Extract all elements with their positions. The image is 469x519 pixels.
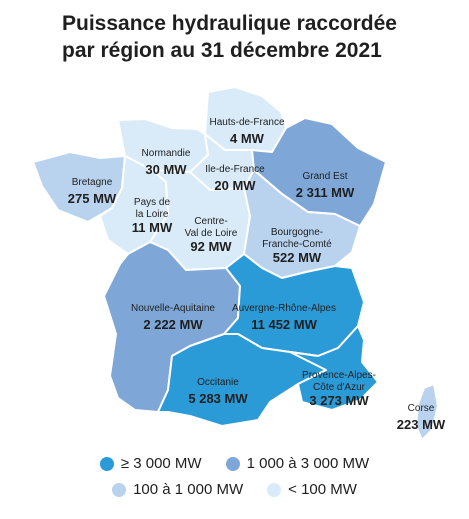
region-occitanie [157,333,327,427]
legend-swatch [112,482,127,497]
region-value-grand-est: 2 311 MW [296,185,355,200]
region-value-hauts-de-france: 4 MW [230,131,265,146]
map-title-line-1: Puissance hydraulique raccordée [62,12,397,35]
region-corse [415,383,439,441]
map-legend: ≥ 3 000 MW 1 000 à 3 000 MW 100 à 1 000 … [0,455,469,507]
region-shapes [32,86,439,441]
legend-swatch [99,456,114,471]
region-provence-alpes-cote-d-azur [289,325,379,411]
legend-swatch [267,482,282,497]
region-value-pays-de-la-loire: 11 MW [132,220,173,235]
region-name-hauts-de-france: Hauts-de-France [209,117,284,128]
region-name-bretagne: Bretagne [72,177,113,188]
region-name-centre-val-de-loire: Val de Loire [185,228,238,239]
region-name-pays-de-la-loire: Pays de [134,197,171,208]
region-name-provence-alpes-cote-d-azur: Provence-Alpes- [302,370,376,381]
region-name-centre-val-de-loire: Centre- [194,216,227,227]
region-value-corse: 223 MW [397,417,446,432]
region-name-nouvelle-aquitaine: Nouvelle-Aquitaine [131,303,215,314]
region-name-corse: Corse [408,403,435,414]
region-name-ile-de-france: Ile-de-France [205,164,265,175]
region-name-pays-de-la-loire: la Loire [136,209,169,220]
legend-item: ≥ 3 000 MW [99,455,202,472]
region-name-bourgogne-franche-comte: Bourgogne- [271,227,323,238]
region-value-bourgogne-franche-comte: 522 MW [273,250,322,265]
region-value-occitanie: 5 283 MW [188,391,248,406]
legend-swatch [225,456,240,471]
region-name-bourgogne-franche-comte: Franche-Comté [262,239,332,250]
region-value-provence-alpes-cote-d-azur: 3 273 MW [309,393,369,408]
region-name-auvergne-rhone-alpes: Auvergne-Rhône-Alpes [232,303,336,314]
region-value-centre-val-de-loire: 92 MW [190,239,232,254]
region-value-nouvelle-aquitaine: 2 222 MW [143,317,203,332]
map-title: Puissance hydraulique raccordée par régi… [62,10,462,64]
legend-item: < 100 MW [267,481,357,498]
legend-item: 100 à 1 000 MW [112,481,243,498]
region-name-normandie: Normandie [142,148,191,159]
legend-item: 1 000 à 3 000 MW [225,455,370,472]
region-name-occitanie: Occitanie [197,377,239,388]
region-value-ile-de-france: 20 MW [214,178,256,193]
legend-label: < 100 MW [288,481,357,498]
region-value-normandie: 30 MW [145,162,187,177]
region-name-provence-alpes-cote-d-azur: Côte d'Azur [313,382,366,393]
map-title-line-2: par région au 31 décembre 2021 [62,39,382,62]
region-value-auvergne-rhone-alpes: 11 452 MW [251,317,317,332]
region-name-grand-est: Grand Est [302,171,347,182]
legend-label: 1 000 à 3 000 MW [246,455,370,472]
legend-row-1: ≥ 3 000 MW 1 000 à 3 000 MW [0,455,469,472]
legend-label: 100 à 1 000 MW [133,481,244,498]
legend-label: ≥ 3 000 MW [120,455,202,472]
region-value-bretagne: 275 MW [68,191,117,206]
region-labels: Hauts-de-France 4 MW Normandie 30 MW Ile-de-… [68,117,446,432]
legend-row-2: 100 à 1 000 MW < 100 MW [0,481,469,498]
